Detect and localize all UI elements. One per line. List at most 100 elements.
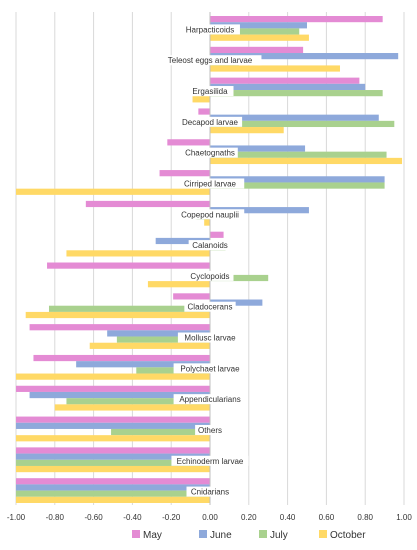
bar-june-4 <box>210 145 306 152</box>
category-label-bg <box>186 86 234 97</box>
bar-june-14 <box>16 453 210 460</box>
category-label-bg <box>171 455 249 466</box>
bar-may-8 <box>47 262 210 269</box>
category-label-bg <box>158 55 262 66</box>
bar-october-15 <box>16 496 210 503</box>
category-label: Cnidarians <box>191 488 229 497</box>
legend: May June July October <box>132 530 366 541</box>
category-label: Decapod larvae <box>182 118 239 127</box>
legend-label-june: June <box>210 530 232 541</box>
category-label-bg <box>186 486 234 497</box>
legend-swatch-may <box>132 530 140 538</box>
category-label-bg <box>173 394 247 405</box>
category-label-bg <box>188 240 232 251</box>
category-label-bg <box>177 116 243 127</box>
x-tick-label: 0.00 <box>202 513 218 522</box>
bar-october-5 <box>16 188 210 195</box>
bar-july-14 <box>16 459 210 466</box>
category-label: Polychaet larvae <box>180 364 240 373</box>
bar-october-12 <box>54 404 210 411</box>
bar-may-5 <box>159 170 210 177</box>
bar-june-13 <box>16 422 210 429</box>
category-label: Teleost eggs and larvae <box>168 56 253 65</box>
bar-july-13 <box>111 428 210 436</box>
bar-july-3 <box>210 120 395 128</box>
bar-may-0 <box>210 16 383 23</box>
category-label: Others <box>198 426 222 435</box>
legend-swatch-october <box>319 530 327 538</box>
category-labels: Harpacticoids Teleost eggs and larvae Erga… <box>158 24 262 497</box>
category-label: Cyclopoids <box>190 272 229 281</box>
category-label-bg <box>182 147 238 158</box>
category-label-bg <box>177 332 243 343</box>
bar-october-1 <box>210 65 340 72</box>
x-tick-label: 1.00 <box>396 513 412 522</box>
x-tick-label: 0.60 <box>319 513 335 522</box>
bar-july-9 <box>48 305 211 312</box>
bar-july-2 <box>210 90 383 97</box>
bar-may-11 <box>33 354 211 362</box>
legend-swatch-july <box>259 530 267 538</box>
bar-may-1 <box>210 46 304 54</box>
bar-may-4 <box>167 139 210 146</box>
category-label: Cladocerans <box>188 303 233 312</box>
category-label-bg <box>180 24 240 35</box>
category-label-bg <box>175 178 245 189</box>
category-label-bg <box>184 301 236 312</box>
bar-july-10 <box>116 336 210 343</box>
x-tick-label: -0.20 <box>162 513 181 522</box>
bar-october-13 <box>16 435 210 442</box>
x-tick-label: 0.40 <box>280 513 296 522</box>
bar-october-3 <box>210 127 284 134</box>
bar-july-12 <box>66 398 210 405</box>
bar-october-10 <box>89 342 210 349</box>
bar-october-2 <box>192 96 210 103</box>
bar-june-3 <box>210 114 379 121</box>
bar-october-8 <box>147 281 210 288</box>
bar-june-0 <box>210 22 307 29</box>
x-tick-label: 0.80 <box>357 513 373 522</box>
category-label: Chaetognaths <box>185 149 235 158</box>
bar-october-11 <box>16 373 210 380</box>
bar-may-9 <box>173 293 210 300</box>
category-label: Harpacticoids <box>186 25 234 34</box>
bar-july-15 <box>16 490 210 497</box>
category-label-bg <box>186 270 234 281</box>
x-tick-label: -0.60 <box>84 513 103 522</box>
bar-october-7 <box>66 250 210 257</box>
bar-may-10 <box>29 324 210 331</box>
bar-june-15 <box>16 484 210 491</box>
bar-october-14 <box>16 465 210 473</box>
bar-june-9 <box>210 299 263 306</box>
bar-june-6 <box>210 207 309 214</box>
bar-may-12 <box>16 385 210 392</box>
bar-july-4 <box>210 151 387 158</box>
bar-may-7 <box>210 231 224 238</box>
x-tick-label: -0.40 <box>123 513 142 522</box>
bar-june-1 <box>210 53 399 60</box>
bar-october-9 <box>25 311 211 319</box>
bar-october-0 <box>210 34 309 41</box>
bar-june-7 <box>155 237 210 245</box>
bar-may-6 <box>85 200 210 208</box>
bars <box>16 16 403 503</box>
bar-october-4 <box>210 157 403 165</box>
bar-july-0 <box>210 28 300 35</box>
bar-july-5 <box>210 182 385 189</box>
x-tick-labels: -1.00 -0.80 -0.60 -0.40 -0.20 0.00 0.20 0.40 0.6… <box>7 513 412 522</box>
category-label: Echinoderm larvae <box>177 457 244 466</box>
legend-swatch-june <box>199 530 207 538</box>
legend-label-october: October <box>330 530 366 541</box>
x-tick-label: -1.00 <box>7 513 26 522</box>
legend-label-may: May <box>143 530 162 541</box>
bar-october-6 <box>204 219 210 226</box>
category-label: Calanoids <box>192 241 228 250</box>
category-label: Ergasilida <box>192 87 228 96</box>
x-tick-label: -0.80 <box>46 513 65 522</box>
category-label: Copepod nauplii <box>181 210 239 219</box>
category-label-bg <box>195 424 225 435</box>
x-tick-label: 0.20 <box>241 513 257 522</box>
bar-may-2 <box>210 77 360 84</box>
bar-july-11 <box>136 367 210 374</box>
